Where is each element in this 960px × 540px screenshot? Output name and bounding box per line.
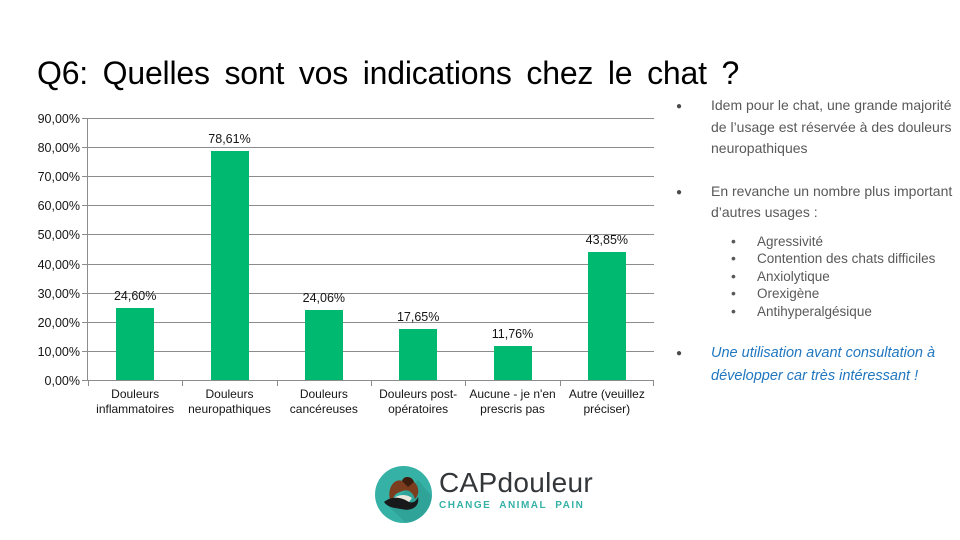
y-tick-label: 80,00% [37,141,80,156]
bar-chart: 0,00% 10,00% 20,00% 30,00% 40,00% 50,00% 60,00… [38,112,654,416]
sub-bullet-list: Agressivité Contention des chats diffici… [731,233,960,321]
sub-bullet-icon [731,233,757,251]
sub-item-text: Anxiolytique [757,268,830,284]
x-axis-tick [653,381,654,386]
y-axis-tick [82,292,88,294]
y-axis-tick [82,147,88,149]
gridline [88,321,654,323]
sub-item-text: Antihyperalgésique [757,303,872,319]
bar [210,151,249,380]
y-axis-tick [82,380,88,381]
y-tick-label: 90,00% [37,112,80,126]
y-tick-label: 10,00% [37,344,80,359]
bar [116,308,155,380]
logo-wordmark: CAPdouleur [439,469,593,497]
list-item: Antihyperalgésique [731,303,960,321]
y-tick-label: 50,00% [37,228,80,243]
sub-bullet-icon [731,268,757,286]
x-category-label: Douleurs post-opératoires [379,387,458,416]
x-axis-tick [88,381,89,386]
sub-bullet-icon [731,303,757,321]
y-tick-label: 70,00% [37,170,80,185]
x-category-label: Douleurs neuropathiques [188,387,271,416]
sub-item-text: Agressivité [757,233,824,249]
y-tick-label: 20,00% [37,315,80,330]
y-axis-tick [82,234,88,236]
gridline [88,176,654,178]
bar [587,252,626,380]
note-bullet-conclusion: Une utilisation avant consultation à dév… [676,342,960,387]
bullet-icon [676,95,711,117]
note-text: En revanche un nombre plus important d’a… [711,182,953,221]
x-axis-tick [559,381,561,386]
bar-value-label: 24,06% [302,290,346,305]
bullet-icon [676,342,711,364]
gridline [88,292,654,294]
x-category-label: Douleurs inflammatoires [96,387,175,416]
logo-wordmark-cap: CAP [439,467,498,498]
note-bullet-1: Idem pour le chat, une grande majorité d… [676,95,960,160]
y-axis-tick [82,118,88,119]
x-axis-tick [371,381,372,386]
x-axis-tick [182,381,184,386]
gridline [88,147,654,149]
sub-bullet-icon [731,285,757,303]
bar-value-label: 11,76% [491,326,534,341]
x-category-label: Autre (veuillez préciser) [568,387,645,416]
list-item: Agressivité [731,233,960,251]
bar-value-label: 17,65% [396,309,440,324]
gridline [88,263,654,265]
page-title: Q6: Quelles sont vos indications chez le… [37,55,740,92]
bar-value-label: 78,61% [208,132,251,147]
gridline [88,118,654,119]
x-axis-tick [465,381,467,386]
list-item: Contention des chats difficiles [731,250,960,268]
list-item: Orexigène [731,285,960,303]
x-axis-tick [276,381,278,386]
y-axis-tick [82,176,88,178]
sub-item-text: Contention des chats difficiles [757,251,936,266]
gridline [88,350,654,352]
note-bullet-2: En revanche un nombre plus important d’a… [676,181,960,224]
logo-wordmark-douleur: douleur [497,467,593,498]
bar [399,328,438,380]
logo-tagline: CHANGE ANIMAL PAIN [439,500,585,511]
list-item: Anxiolytique [731,268,960,286]
x-category-label: Douleurs cancéreuses [289,387,358,416]
x-category-label: Aucune - je n'en prescris pas [469,387,556,416]
y-axis-tick [82,350,88,352]
note-text: Idem pour le chat, une grande majorité d… [711,97,952,156]
gridline [88,205,654,207]
bar [304,309,343,380]
y-tick-label: 60,00% [37,199,80,214]
sub-item-text: Orexigène [757,286,820,301]
logo-text: CAPdouleur CHANGE ANIMAL PAIN [439,469,593,512]
sub-bullet-icon [731,250,757,268]
y-axis-tick [82,205,88,207]
notes-panel: Idem pour le chat, une grande majorité d… [676,95,960,387]
y-axis-tick [82,321,88,323]
bar [493,345,532,380]
y-tick-label: 0,00% [44,374,80,388]
y-tick-label: 30,00% [37,286,80,301]
y-axis-tick [82,263,88,265]
bullet-icon [676,181,711,203]
conclusion-text: Une utilisation avant consultation à dév… [711,345,936,384]
capdouleur-logo-icon [375,466,432,523]
y-tick-label: 40,00% [37,257,80,272]
capdouleur-logo: CAPdouleur CHANGE ANIMAL PAIN [375,466,593,523]
bar-value-label: 24,60% [113,289,157,304]
bar-value-label: 43,85% [585,233,629,248]
gridline [88,234,654,236]
